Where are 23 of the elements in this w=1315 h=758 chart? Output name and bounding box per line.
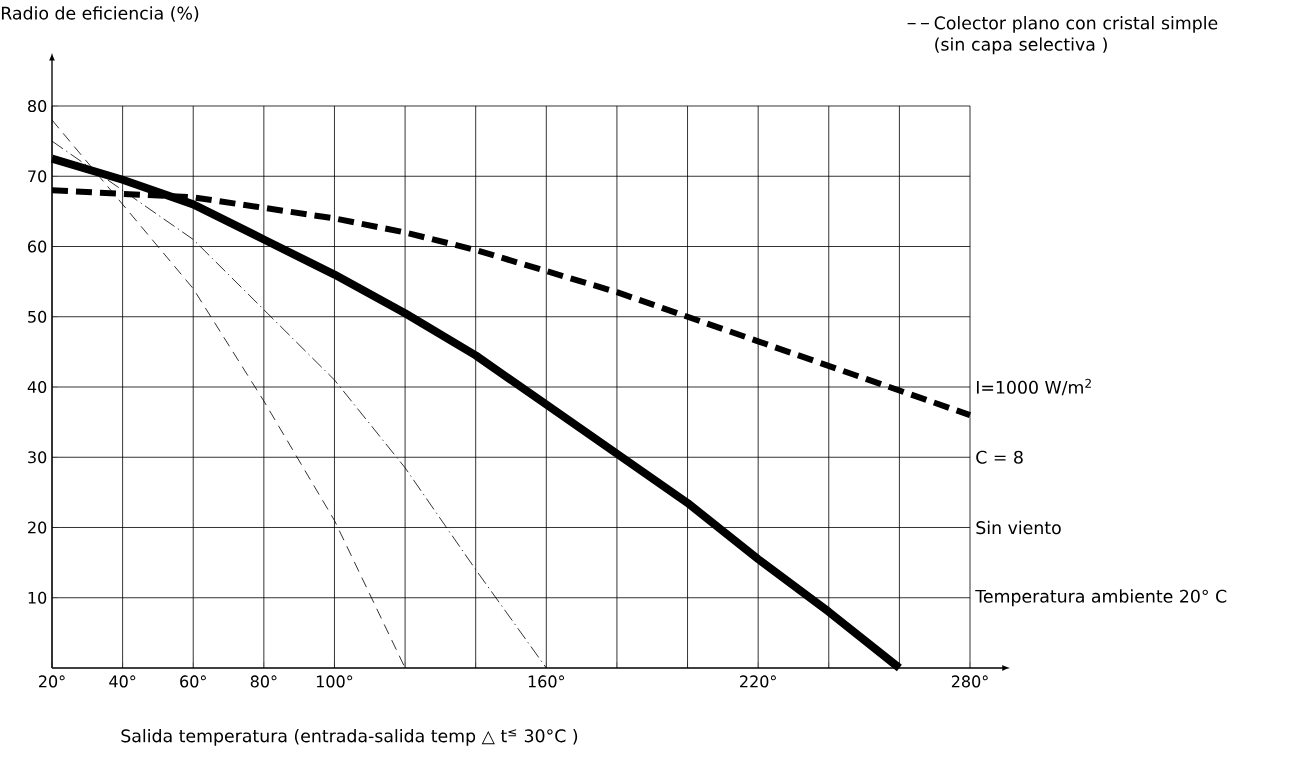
y-tick-label: 50 [28,310,47,323]
y-tick-label: 30 [28,451,47,464]
legend-label: Colector plano con cristal simple (sin capa selectiva ) [934,16,1218,55]
y-tick-label: 40 [27,380,47,394]
x-axis-title: Salida temperatura (entrada-salida temp △ t$^{≤}$ 30°C ) [121,728,578,746]
y-axis-title: Radio de eficiencia (%) [1,6,199,22]
text: Temperatura ambiente 20° C [975,589,1227,607]
x-tick-label: 100° [316,675,353,688]
x-tick-label: 20° [38,675,65,688]
text: Sin viento [976,520,1061,535]
x-tick-label: 220° [740,675,776,688]
y-tick-label: 20 [28,521,47,534]
x-tick-label: 60° [180,675,206,688]
x-tick-label: 40° [109,675,136,688]
x-tick-label: 280° [951,675,988,688]
text: C = 8 [976,450,1023,464]
y-tick-label: 60 [28,240,47,253]
text: I=1000 W/m$^{2}$ [976,378,1091,396]
y-tick-label: 70 [28,170,47,183]
y-tick-label: 10 [28,591,47,604]
x-tick-label: 80° [250,675,277,688]
y-tick-label: 80 [28,99,47,113]
x-tick-label: 160° [528,675,565,688]
